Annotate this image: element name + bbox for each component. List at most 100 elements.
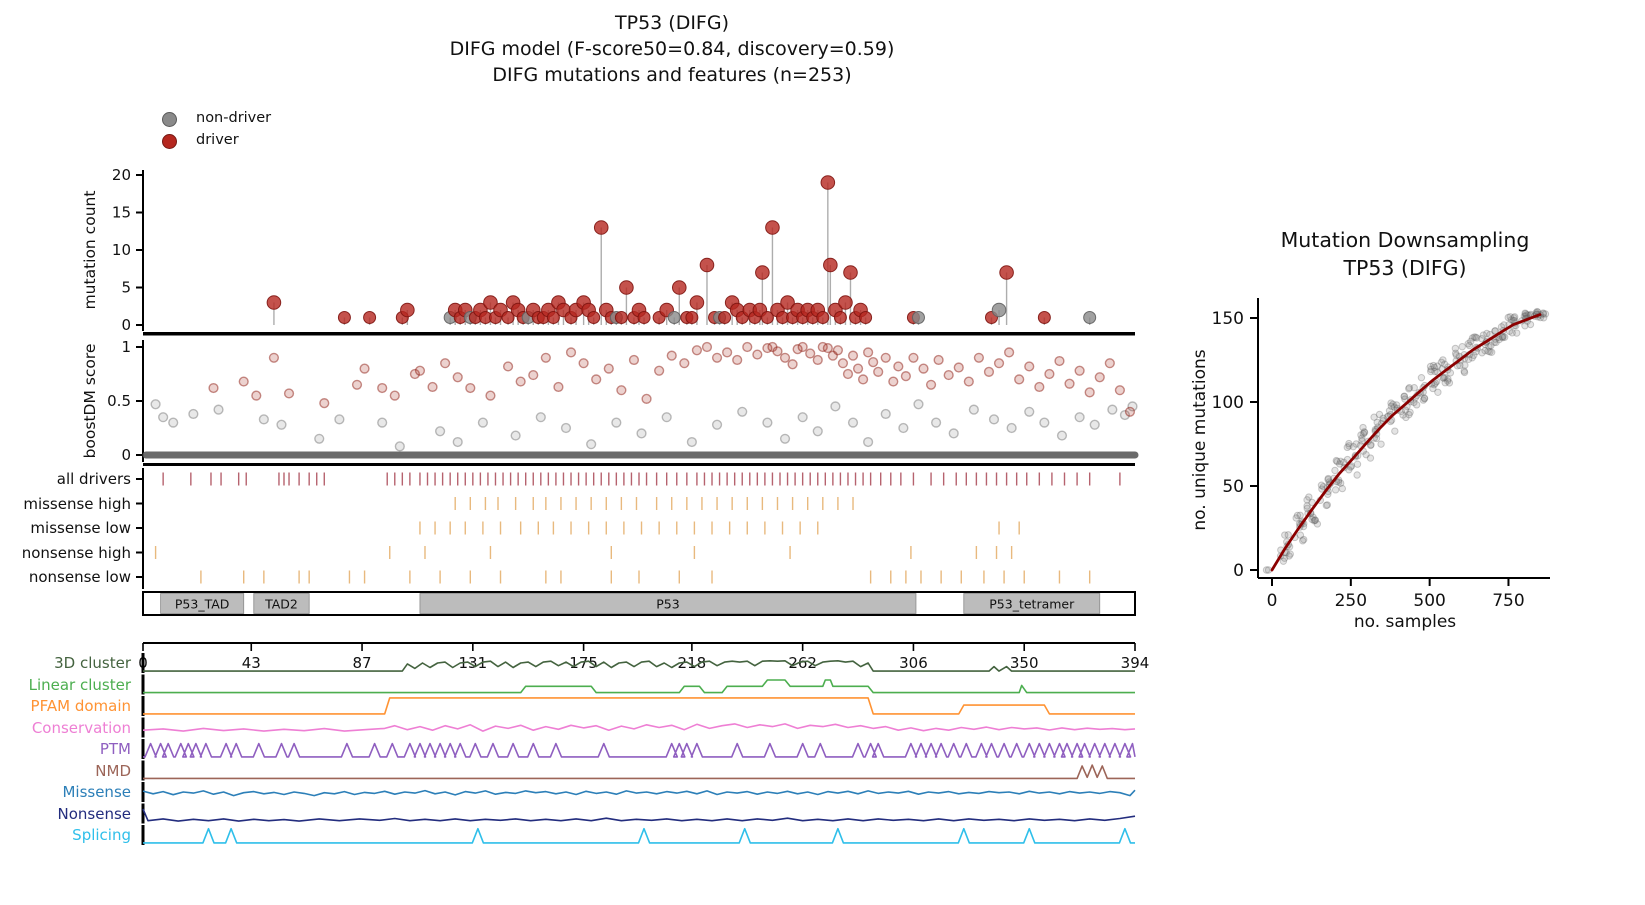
downsampling-sample-point	[1441, 373, 1449, 381]
downsampling-sample-point	[1460, 368, 1469, 377]
score-driver-point	[1054, 355, 1065, 367]
protein-x-tick-label: 394	[1121, 654, 1150, 672]
downsampling-sample-point	[1366, 441, 1375, 450]
score-non-driver-point	[188, 408, 199, 420]
downsampling-sample-point	[1430, 363, 1439, 372]
downsampling-sample-point	[1284, 531, 1292, 539]
score-driver-point	[515, 376, 526, 387]
score-driver-point	[852, 363, 864, 374]
downsampling-sample-point	[1387, 402, 1396, 410]
lollipop-non-driver-point	[667, 311, 681, 324]
lollipop-driver-point	[363, 311, 377, 324]
score-driver-point	[993, 358, 1005, 369]
score-non-driver-point	[377, 417, 388, 428]
score-non-driver-point	[930, 417, 942, 428]
downsampling-sample-point	[1334, 478, 1343, 486]
score-driver-point	[918, 363, 929, 374]
downsampling-y-tick-label: 0	[1233, 561, 1244, 581]
feature-label-missense: Missense	[62, 783, 131, 801]
downsampling-sample-point	[1439, 374, 1447, 382]
lollipop-driver-point	[671, 280, 687, 295]
downsampling-sample-point	[1486, 348, 1494, 356]
score-driver-point	[238, 376, 249, 387]
score-non-driver-point	[213, 404, 224, 415]
downsampling-sample-point	[1513, 329, 1521, 337]
score-non-driver-point	[560, 422, 572, 434]
score-driver-point	[832, 345, 844, 356]
feature-line-ptm	[143, 742, 1136, 758]
score-driver-point	[1074, 365, 1085, 376]
downsampling-sample-point	[1470, 351, 1478, 359]
downsampling-sample-point	[1445, 379, 1454, 387]
downsampling-sample-point	[1311, 516, 1320, 524]
score-driver-point	[973, 352, 984, 363]
score-driver-point	[888, 376, 899, 387]
score-driver-point	[847, 350, 859, 361]
downsampling-y-axis-label: no. unique mutations	[1190, 349, 1210, 531]
downsampling-sample-point	[1405, 384, 1414, 392]
downsampling-sample-point	[1375, 410, 1384, 419]
protein-x-tick-label: 87	[352, 654, 371, 672]
score-driver-point	[1064, 378, 1075, 389]
lollipop-driver-point	[689, 295, 705, 310]
downsampling-sample-point	[1298, 537, 1307, 545]
score-non-driver-point	[434, 426, 446, 437]
downsampling-sample-point	[1495, 335, 1503, 344]
downsampling-x-tick-label: 0	[1267, 591, 1278, 611]
downsampling-sample-point	[1335, 460, 1344, 468]
downsampling-sample-point	[1456, 361, 1464, 370]
lollipop-driver-point	[780, 295, 795, 310]
score-non-driver-point	[334, 414, 345, 425]
score-driver-point	[963, 376, 974, 387]
downsampling-sample-point	[1360, 428, 1368, 436]
downsampling-sample-point	[1521, 322, 1529, 330]
downsampling-sample-point	[1498, 333, 1506, 341]
score-driver-point	[654, 365, 665, 376]
downsampling-sample-point	[1279, 557, 1288, 565]
score-non-driver-point	[452, 436, 463, 448]
domain-label: P53_tetramer	[989, 597, 1075, 612]
downsampling-sample-point	[1446, 369, 1455, 377]
downsampling-sample-point	[1410, 384, 1418, 392]
downsampling-sample-point	[1331, 486, 1340, 494]
rug-label-nonsense-high: nonsense high	[21, 543, 131, 562]
downsampling-sample-point	[1464, 340, 1472, 348]
downsampling-sample-point	[1285, 552, 1293, 560]
score-driver-point	[925, 379, 937, 390]
downsampling-sample-point	[1468, 354, 1476, 362]
downsampling-sample-point	[1420, 394, 1429, 402]
feature-label-ptm: PTM	[99, 740, 131, 758]
score-non-driver-point	[686, 436, 697, 448]
downsampling-sample-point	[1324, 474, 1332, 483]
downsampling-sample-point	[1390, 403, 1398, 411]
score-driver-point	[1114, 385, 1125, 396]
feature-line-linear-cluster	[143, 679, 1135, 694]
lollipop-driver-point	[587, 311, 601, 324]
downsampling-sample-point	[1437, 358, 1446, 366]
downsampling-sample-point	[1400, 392, 1408, 401]
score-non-driver-point	[948, 428, 959, 439]
score-non-driver-point	[1006, 422, 1017, 434]
downsampling-sample-point	[1292, 514, 1300, 522]
downsampling-y-tick-label: 100	[1212, 393, 1244, 413]
score-driver-point	[1094, 372, 1105, 383]
feature-label-3d-cluster: 3D cluster	[54, 654, 131, 672]
downsampling-sample-point	[1465, 341, 1474, 350]
score-driver-point	[502, 361, 514, 372]
score-driver-point	[409, 368, 421, 380]
lollipop-driver-point	[593, 220, 609, 235]
downsampling-sample-point	[1434, 388, 1442, 396]
score-non-driver-point	[779, 433, 791, 444]
score-non-driver-point	[762, 417, 773, 428]
downsampling-sample-point	[1430, 380, 1438, 389]
score-driver-point	[742, 341, 753, 353]
score-driver-point	[251, 390, 262, 401]
downsampling-sample-point	[1324, 475, 1332, 484]
protein-x-tick-label: 175	[569, 654, 598, 672]
score-non-driver-point	[1056, 430, 1068, 441]
downsampling-sample-point	[1497, 323, 1506, 331]
score-driver-point	[208, 382, 219, 394]
downsampling-sample-point	[1491, 327, 1500, 335]
lollipop-driver-point	[483, 295, 498, 310]
